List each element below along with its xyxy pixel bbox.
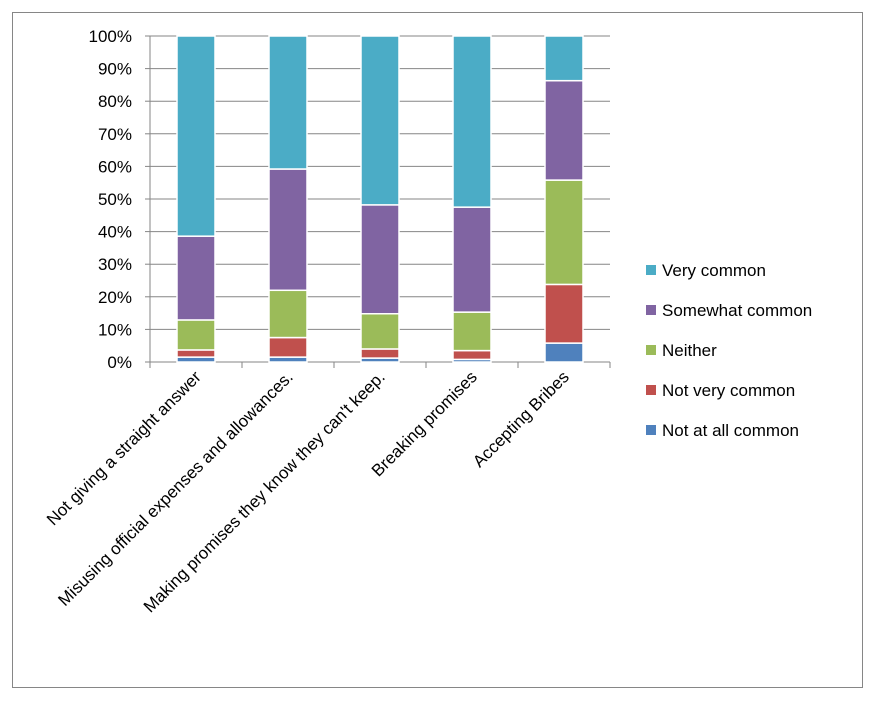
- bar-segment-somewhat-common: [452, 206, 492, 313]
- legend-swatch: [646, 385, 656, 395]
- bar-segment-somewhat-common: [360, 204, 400, 315]
- bar-segment-very-common: [452, 35, 492, 208]
- y-tick-label: 30%: [98, 255, 132, 274]
- bars: [176, 35, 584, 363]
- legend-label: Neither: [662, 341, 717, 360]
- y-tick-label: 80%: [98, 92, 132, 111]
- legend-swatch: [646, 425, 656, 435]
- bar-segment-neither: [452, 311, 492, 352]
- legend-swatch: [646, 265, 656, 275]
- legend-label: Not very common: [662, 381, 795, 400]
- bar-segment-neither: [360, 313, 400, 350]
- y-tick-label: 60%: [98, 157, 132, 176]
- y-tick-label: 70%: [98, 125, 132, 144]
- bar-segment-very-common: [360, 35, 400, 206]
- legend-swatch: [646, 305, 656, 315]
- bar-segment-not-very-common: [268, 336, 308, 358]
- bar-segment-not-very-common: [544, 283, 584, 344]
- bar-segment-very-common: [268, 35, 308, 170]
- bar-segment-not-very-common: [176, 349, 216, 358]
- bar-segment-neither: [544, 179, 584, 286]
- x-category-label: Not giving a straight answer: [43, 367, 205, 529]
- legend: Very common Somewhat common Neither Not ver…: [646, 261, 812, 440]
- y-tick-label: 0%: [107, 353, 132, 372]
- bar-segment-not-very-common: [452, 349, 492, 361]
- bar-segment-somewhat-common: [176, 235, 216, 321]
- y-tick-label: 10%: [98, 320, 132, 339]
- y-axis-tick-labels: 0% 10% 20% 30% 40% 50% 60% 70% 80% 90% 100%: [89, 27, 132, 372]
- y-tick-label: 100%: [89, 27, 132, 46]
- bar-segment-somewhat-common: [268, 168, 308, 292]
- y-tick-label: 20%: [98, 288, 132, 307]
- chart-frame: [12, 12, 863, 688]
- bar-segment-very-common: [176, 35, 216, 237]
- bar-segment-somewhat-common: [544, 79, 584, 181]
- bar-segment-not-at-all-common: [544, 342, 584, 363]
- bar-segment-neither: [268, 289, 308, 339]
- legend-label: Not at all common: [662, 421, 799, 440]
- bar-segment-neither: [176, 319, 216, 351]
- y-tick-label: 40%: [98, 223, 132, 242]
- legend-label: Somewhat common: [662, 301, 812, 320]
- bar-segment-very-common: [544, 35, 584, 82]
- x-category-label: Accepting Bribes: [469, 367, 573, 471]
- legend-label: Very common: [662, 261, 766, 280]
- legend-swatch: [646, 345, 656, 355]
- bar-segment-not-very-common: [360, 348, 400, 359]
- y-tick-label: 90%: [98, 60, 132, 79]
- y-tick-label: 50%: [98, 190, 132, 209]
